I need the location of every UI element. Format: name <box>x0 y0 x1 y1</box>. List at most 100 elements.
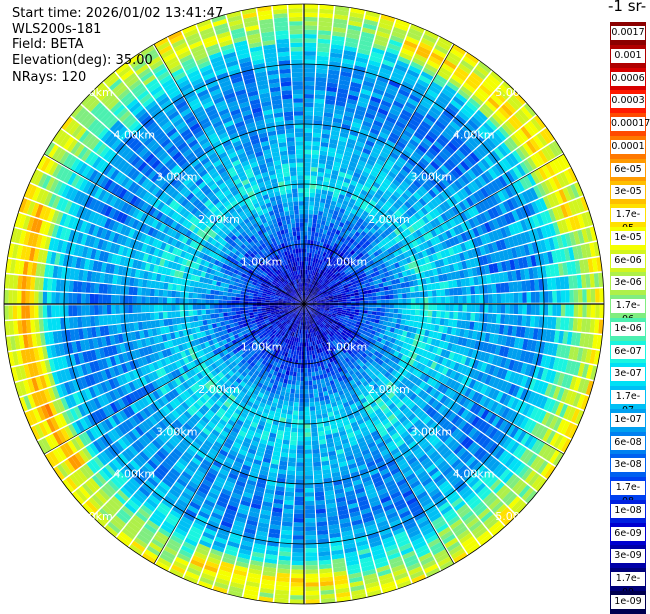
beta-gate <box>312 154 319 159</box>
beta-gate <box>307 240 310 245</box>
beta-gate <box>310 355 313 360</box>
beta-gate <box>316 513 326 518</box>
beta-gate <box>284 375 289 380</box>
beta-gate <box>311 432 318 437</box>
beta-gate <box>388 285 393 290</box>
beta-gate <box>299 351 302 356</box>
beta-gate <box>295 501 305 506</box>
beta-gate <box>296 462 304 467</box>
beta-gate <box>316 224 320 229</box>
beta-gate <box>281 387 286 392</box>
beta-gate <box>307 359 310 364</box>
beta-gate <box>313 466 321 471</box>
beta-gate <box>296 381 300 386</box>
beta-gate <box>315 371 319 376</box>
beta-gate <box>304 167 311 171</box>
beta-gate <box>295 492 304 497</box>
beta-gate <box>500 314 505 324</box>
beta-gate <box>338 308 343 310</box>
beta-gate <box>364 307 369 310</box>
beta-gate <box>591 304 596 318</box>
beta-gate <box>292 376 296 381</box>
beta-gate <box>527 292 532 303</box>
beta-gate <box>360 301 364 304</box>
beta-gate <box>315 401 320 406</box>
beta-gate <box>279 547 291 552</box>
beta-gate <box>305 565 318 570</box>
beta-gate <box>304 364 307 368</box>
beta-gate <box>393 289 398 294</box>
beta-gate <box>313 133 321 138</box>
beta-gate <box>305 458 313 463</box>
beta-gate <box>287 475 296 480</box>
beta-gate <box>400 283 405 289</box>
beta-gate <box>504 283 509 293</box>
beta-gate <box>319 435 326 440</box>
beta-gate <box>297 445 304 449</box>
beta-gate <box>315 496 325 501</box>
beta-gate <box>355 298 360 301</box>
beta-gate <box>372 296 377 300</box>
beta-gate <box>321 220 326 225</box>
beta-gate <box>311 253 314 258</box>
beta-gate <box>289 397 294 402</box>
beta-gate <box>309 210 314 215</box>
beta-gate <box>288 406 293 411</box>
beta-gate <box>383 321 388 326</box>
beta-gate <box>315 86 326 91</box>
beta-gate <box>314 470 322 475</box>
beta-gate <box>304 17 318 22</box>
beta-gate <box>313 457 321 462</box>
beta-gate <box>290 595 304 600</box>
beta-gate <box>377 300 381 304</box>
beta-gate <box>295 484 304 489</box>
beta-gate <box>492 304 497 313</box>
beta-gate <box>307 355 310 360</box>
beta-gate <box>300 390 304 394</box>
beta-gate <box>311 163 318 168</box>
beta-gate <box>372 293 377 297</box>
beta-gate <box>301 334 303 338</box>
beta-gate <box>475 286 480 295</box>
beta-gate <box>305 407 310 411</box>
beta-gate <box>312 223 316 228</box>
beta-gate <box>458 304 463 312</box>
beta-gate <box>444 281 449 288</box>
beta-gate <box>291 432 298 437</box>
beta-gate <box>292 557 304 562</box>
beta-gate <box>454 304 459 311</box>
beta-gate <box>290 367 294 372</box>
beta-gate <box>466 287 471 295</box>
beta-gate <box>522 315 527 326</box>
beta-gate <box>304 355 307 359</box>
beta-gate <box>293 415 299 420</box>
beta-gate <box>297 346 300 351</box>
beta-gate <box>530 316 535 327</box>
beta-gate <box>305 424 311 429</box>
beta-gate <box>569 304 574 317</box>
beta-gate <box>286 370 290 375</box>
beta-gate <box>569 290 574 303</box>
beta-gate <box>431 283 436 290</box>
beta-gate <box>309 201 314 206</box>
beta-gate <box>484 294 489 303</box>
beta-gate <box>304 103 314 108</box>
beta-gate <box>306 261 308 265</box>
beta-gate <box>389 309 394 313</box>
beta-gate <box>310 402 315 407</box>
beta-gate <box>389 290 394 295</box>
beta-gate <box>285 492 294 497</box>
beta-gate <box>305 569 318 574</box>
beta-gate <box>381 296 386 300</box>
beta-gate <box>304 115 313 120</box>
beta-gate <box>392 318 397 323</box>
beta-gate <box>435 283 440 290</box>
beta-gate <box>471 295 476 303</box>
beta-gate <box>371 315 376 319</box>
beta-gate <box>496 283 501 293</box>
beta-gate <box>313 380 317 385</box>
beta-gate <box>317 176 323 181</box>
beta-gate <box>453 312 458 319</box>
beta-gate <box>305 544 317 549</box>
beta-gate <box>304 90 314 95</box>
